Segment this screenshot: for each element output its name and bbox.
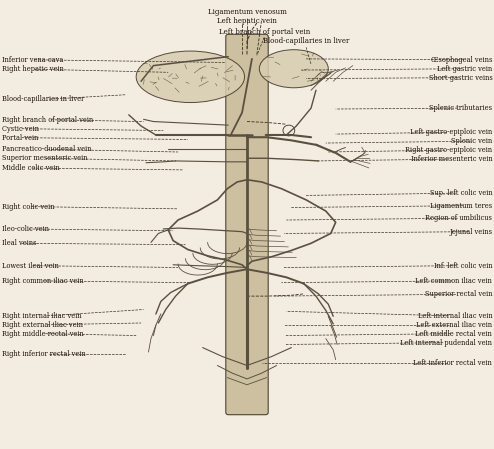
Ellipse shape [259, 50, 329, 88]
Text: Splenic vein: Splenic vein [451, 137, 493, 145]
Text: Portal vein: Portal vein [1, 134, 38, 142]
Text: Blood-capillaries in liver: Blood-capillaries in liver [1, 95, 84, 103]
Text: Right hepatic vein: Right hepatic vein [1, 65, 64, 73]
Text: Left external iliac vein: Left external iliac vein [416, 321, 493, 329]
Text: Blood-capillaries in liver: Blood-capillaries in liver [263, 37, 349, 45]
Text: Right gastro-epiploic vein: Right gastro-epiploic vein [405, 146, 493, 154]
Text: Jejunal veins: Jejunal veins [450, 228, 493, 236]
Text: Cystic vein: Cystic vein [1, 125, 39, 133]
Text: Region of umbilicus: Region of umbilicus [425, 214, 493, 222]
Text: Inferior vena cava: Inferior vena cava [1, 56, 63, 64]
Text: Ileal veins: Ileal veins [1, 239, 36, 247]
Text: Left hepatic vein: Left hepatic vein [217, 18, 277, 25]
Text: Left common iliac vein: Left common iliac vein [415, 277, 493, 285]
Text: Left gastric vein: Left gastric vein [437, 65, 493, 73]
Text: Middle colic vein: Middle colic vein [1, 164, 59, 172]
Text: Splenic tributaries: Splenic tributaries [429, 104, 493, 112]
Text: Ligamentum teres: Ligamentum teres [430, 202, 493, 210]
Text: Œsophageal veins: Œsophageal veins [431, 56, 493, 64]
Text: Short gastric veins: Short gastric veins [429, 74, 493, 82]
Text: Right internal iliac vein: Right internal iliac vein [1, 312, 82, 320]
Text: Left gastro-epiploic vein: Left gastro-epiploic vein [410, 128, 493, 136]
Text: Lowest ileal vein: Lowest ileal vein [1, 262, 59, 270]
Text: Inferior mesenteric vein: Inferior mesenteric vein [411, 155, 493, 163]
Text: Sup. left colic vein: Sup. left colic vein [430, 189, 493, 197]
Text: Inf. left colic vein: Inf. left colic vein [434, 262, 493, 270]
Text: Left internal pudendal vein: Left internal pudendal vein [400, 339, 493, 347]
Text: Right external iliac vein: Right external iliac vein [1, 321, 82, 329]
Text: Ligamentum venosum: Ligamentum venosum [207, 9, 287, 16]
Ellipse shape [136, 51, 245, 102]
Text: Superior mesenteric vein: Superior mesenteric vein [1, 154, 87, 162]
Text: Left middle rectal vein: Left middle rectal vein [415, 330, 493, 338]
Text: Left branch of portal vein: Left branch of portal vein [219, 27, 310, 35]
Text: Ileo-colic vein: Ileo-colic vein [1, 225, 49, 233]
Text: Right colic vein: Right colic vein [1, 202, 54, 211]
Text: Right inferior rectal vein: Right inferior rectal vein [1, 350, 85, 358]
Text: Left inferior rectal vein: Left inferior rectal vein [413, 359, 493, 367]
FancyBboxPatch shape [226, 34, 268, 415]
Text: Right branch of portal vein: Right branch of portal vein [1, 116, 93, 124]
Text: Left internal iliac vein: Left internal iliac vein [417, 312, 493, 320]
Text: Superior rectal vein: Superior rectal vein [425, 291, 493, 298]
Text: Right common iliac vein: Right common iliac vein [1, 277, 83, 285]
Text: Pancreatico-duodenal vein: Pancreatico-duodenal vein [1, 145, 91, 153]
Text: Right middle rectal vein: Right middle rectal vein [1, 330, 83, 338]
